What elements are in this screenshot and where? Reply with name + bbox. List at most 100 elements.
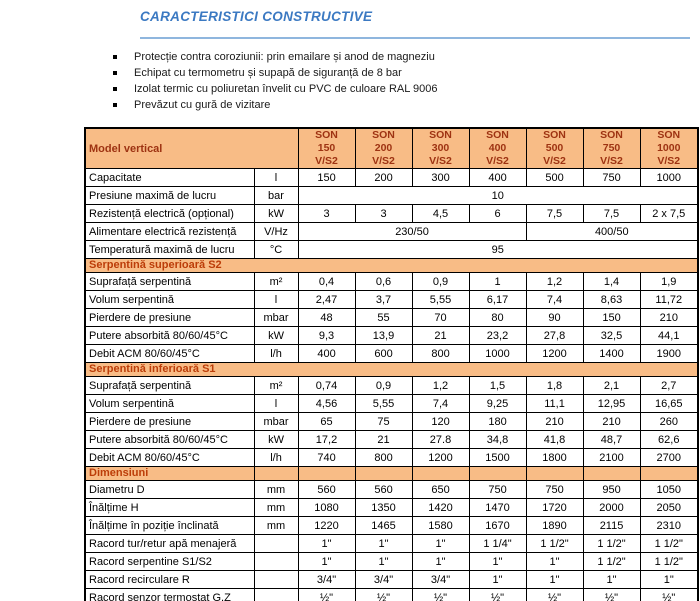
value-cell: 5,55 [411, 290, 470, 310]
value-cell: 500 [525, 168, 584, 188]
value-cell: 0,9 [354, 376, 413, 396]
value-cell: 7,5 [582, 204, 641, 224]
value-cell: ½" [297, 588, 356, 601]
value-cell: 1" [582, 570, 641, 590]
row-label: Debit ACM 80/60/45°C [84, 448, 255, 468]
table-row: Alimentare electrică rezistență V/Hz 230/5… [84, 222, 699, 242]
value-cell: 9,25 [468, 394, 527, 414]
value-cell: 1890 [525, 516, 584, 536]
table-row: Pierdere de presiune mbar 65 75 120 180 210 210… [84, 412, 699, 432]
value-cell: 3 [354, 204, 413, 224]
value-cell: ½" [354, 588, 413, 601]
value-cell: 1200 [411, 448, 470, 468]
value-cell: 21 [354, 430, 413, 450]
row-unit: kW [253, 430, 299, 450]
section-empty-cell [468, 466, 527, 482]
table-row: Racord senzor termostat G,Z ½" ½" ½" ½" ½" ½" ½… [84, 588, 699, 601]
row-unit: kW [253, 204, 299, 224]
row-label: Înălțime în poziție înclinată [84, 516, 255, 536]
value-cell: 1" [468, 552, 527, 572]
table-header: Model vertical SON 150 V/S2 SON 200 V/S2 SON 300… [84, 127, 699, 170]
value-cell: 0,9 [411, 272, 470, 292]
section-row: Serpentină inferioară S1 [84, 362, 699, 378]
header-row: Model vertical SON 150 V/S2 SON 200 V/S2 SON 300… [84, 127, 699, 170]
value-cell: 62,6 [639, 430, 699, 450]
row-unit: l [253, 290, 299, 310]
row-label: Presiune maximă de lucru [84, 186, 255, 206]
value-cell: 3,7 [354, 290, 413, 310]
value-cell: 1800 [525, 448, 584, 468]
value-cell: 1,2 [525, 272, 584, 292]
value-cell: 12,95 [582, 394, 641, 414]
value-cell: 1220 [297, 516, 356, 536]
value-cell: 1,4 [582, 272, 641, 292]
table-row: Putere absorbită 80/60/45°C kW 17,2 21 27.8 3… [84, 430, 699, 450]
value-cell: 2310 [639, 516, 699, 536]
row-label: Suprafață serpentină [84, 376, 255, 396]
value-cell: 44,1 [639, 326, 699, 346]
row-label: Capacitate [84, 168, 255, 188]
value-cell: 17,2 [297, 430, 356, 450]
value-cell: 1,8 [525, 376, 584, 396]
value-cell: 95 [297, 240, 699, 260]
spec-table: Model vertical SON 150 V/S2 SON 200 V/S2 SON 300… [84, 127, 700, 601]
value-cell: 90 [525, 308, 584, 328]
value-cell: 200 [354, 168, 413, 188]
table-row: Rezistență electrică (opțional) kW 3 3 4,5 6 7… [84, 204, 699, 224]
value-cell: 16,65 [639, 394, 699, 414]
value-cell: 3/4" [411, 570, 470, 590]
value-cell: 1" [525, 570, 584, 590]
bullet-list: Protecție contra coroziunii: prin emaila… [113, 49, 437, 113]
value-cell: 1420 [411, 498, 470, 518]
value-cell: 2,7 [639, 376, 699, 396]
value-cell: 13,9 [354, 326, 413, 346]
value-cell: 800 [354, 448, 413, 468]
value-cell: 150 [582, 308, 641, 328]
value-cell: 65 [297, 412, 356, 432]
value-cell: 0,6 [354, 272, 413, 292]
value-cell: 180 [468, 412, 527, 432]
row-label: Racord serpentine S1/S2 [84, 552, 255, 572]
value-cell: 1" [411, 552, 470, 572]
value-cell: 2700 [639, 448, 699, 468]
value-cell: 1080 [297, 498, 356, 518]
row-unit: bar [253, 186, 299, 206]
column-header: SON 300 V/S2 [411, 127, 470, 170]
value-cell: 9,3 [297, 326, 356, 346]
value-cell: 48,7 [582, 430, 641, 450]
value-cell: 1 1/2" [582, 552, 641, 572]
bullet-text: Izolat termic cu poliuretan învelit cu P… [134, 83, 438, 95]
value-cell: 650 [411, 480, 470, 500]
row-label: Pierdere de presiune [84, 308, 255, 328]
value-cell: 600 [354, 344, 413, 364]
table-row: Capacitate l 150 200 300 400 500 750 1000 [84, 168, 699, 188]
row-unit: m² [253, 376, 299, 396]
value-cell: 4,56 [297, 394, 356, 414]
value-cell: 27.8 [411, 430, 470, 450]
value-cell: 560 [297, 480, 356, 500]
value-cell: ½" [582, 588, 641, 601]
value-cell: 400 [468, 168, 527, 188]
value-cell: 11,72 [639, 290, 699, 310]
value-cell: 1 1/2" [639, 552, 699, 572]
row-unit: mbar [253, 308, 299, 328]
title-underline [140, 37, 690, 39]
table-row: Racord serpentine S1/S2 1" 1" 1" 1" 1" 1 1/2" 1… [84, 552, 699, 572]
value-cell: 1,2 [411, 376, 470, 396]
value-cell: 34,8 [468, 430, 527, 450]
value-cell: 210 [525, 412, 584, 432]
value-cell: 1500 [468, 448, 527, 468]
table-row: Suprafață serpentină m² 0,4 0,6 0,9 1 1,2 1,4 1,… [84, 272, 699, 292]
row-label: Alimentare electrică rezistență [84, 222, 255, 242]
table-row: Înălțime în poziție înclinată mm 1220 1465 1… [84, 516, 699, 536]
value-cell: 3/4" [297, 570, 356, 590]
row-unit: kW [253, 326, 299, 346]
bullet-text: Prevăzut cu gură de vizitare [134, 99, 271, 111]
row-unit: l/h [253, 344, 299, 364]
value-cell: 1050 [639, 480, 699, 500]
table-row: Volum serpentină l 4,56 5,55 7,4 9,25 11,1 12,9… [84, 394, 699, 414]
value-cell: 1,5 [468, 376, 527, 396]
